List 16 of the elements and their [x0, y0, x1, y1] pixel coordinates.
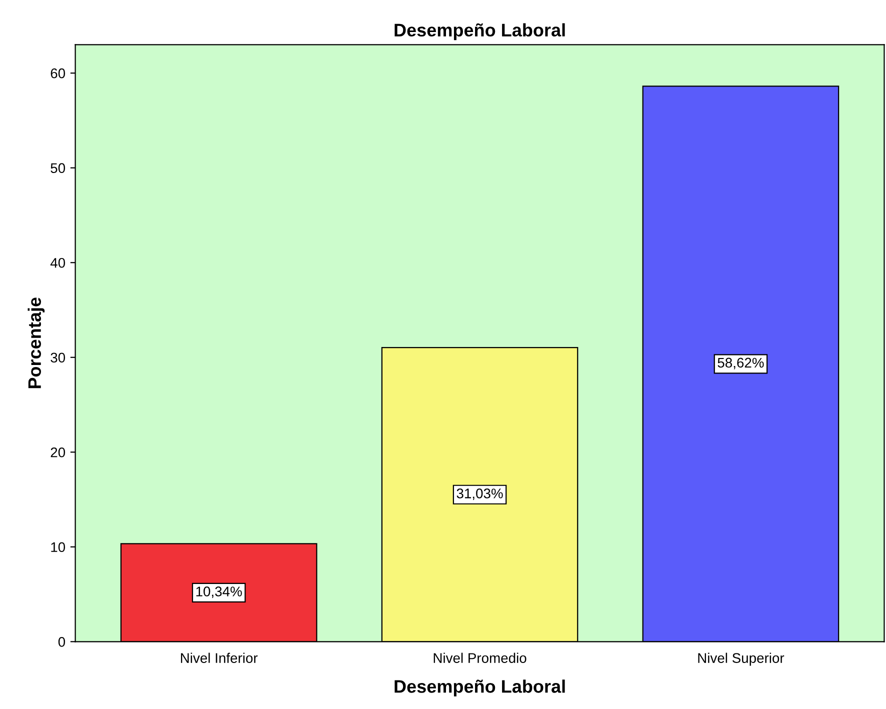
y-tick-label: 30 [50, 352, 66, 363]
x-tick-label: Nivel Promedio [434, 652, 526, 663]
x-axis-title: Desempeño Laboral [394, 680, 565, 696]
y-tick-label: 60 [50, 68, 66, 78]
chart-title: Desempeño Laboral [394, 23, 565, 40]
data-label: 31,03% [456, 488, 503, 500]
x-tick-label: Nivel Inferior [180, 652, 258, 663]
data-label: 58,62% [718, 358, 764, 370]
y-tick-label: 40 [50, 258, 66, 268]
data-label: 10,34% [196, 586, 242, 598]
y-tick-label: 0 [58, 636, 66, 647]
x-tick-label: Nivel Superior [698, 652, 784, 666]
y-tick-label: 20 [50, 447, 66, 458]
y-axis-title: Porcentaje [28, 298, 45, 388]
y-tick-label: 10 [51, 542, 66, 552]
y-tick-label: 50 [50, 163, 66, 174]
